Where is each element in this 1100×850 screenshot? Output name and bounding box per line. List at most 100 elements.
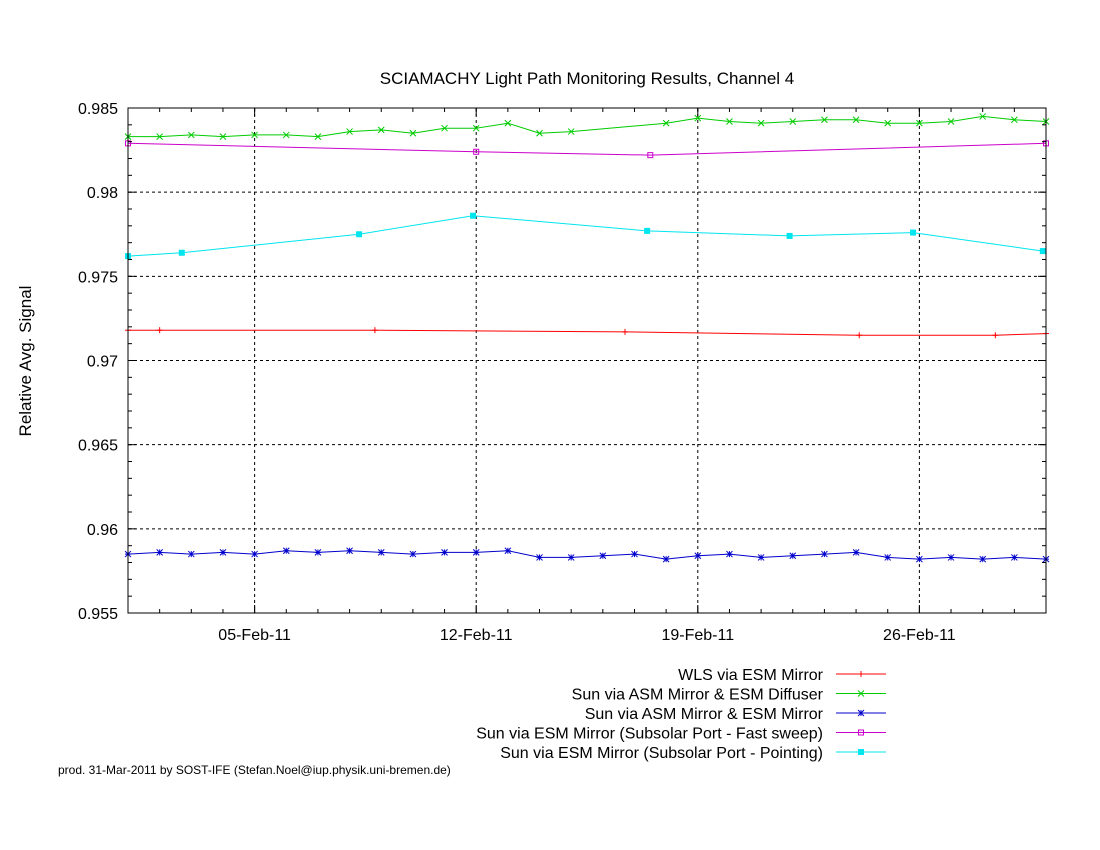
data-point xyxy=(662,555,670,563)
data-point xyxy=(757,119,765,127)
series-line xyxy=(128,115,1047,138)
data-point xyxy=(858,749,864,755)
data-point xyxy=(662,119,670,127)
data-point xyxy=(156,327,163,334)
data-point xyxy=(857,709,865,717)
data-point xyxy=(567,554,575,561)
data-point xyxy=(346,547,353,555)
data-point xyxy=(371,327,378,334)
legend-label: Sun via ESM Mirror (Subsolar Port - Poin… xyxy=(500,745,823,762)
data-point xyxy=(472,549,480,556)
legend-label: Sun via ESM Mirror (Subsolar Port - Fast… xyxy=(476,726,823,743)
data-point xyxy=(282,547,290,555)
legend: WLS via ESM Mirror Sun via ASM Mirror & E… xyxy=(476,667,886,762)
data-point xyxy=(377,126,385,134)
data-point xyxy=(599,552,607,560)
series-3 xyxy=(124,547,1050,563)
data-point xyxy=(910,229,917,236)
data-point xyxy=(621,328,628,335)
production-footer: prod. 31-Mar-2011 by SOST-IFE (Stefan.No… xyxy=(58,763,451,777)
data-point xyxy=(282,131,290,139)
series-2 xyxy=(124,113,1050,140)
y-axis-label: Relative Avg. Signal xyxy=(16,286,35,437)
data-point xyxy=(314,133,322,140)
data-point xyxy=(377,549,385,556)
series-5 xyxy=(125,212,1046,260)
data-point xyxy=(441,549,448,556)
data-point xyxy=(156,549,164,556)
y-tick-label: 0.985 xyxy=(78,101,118,118)
data-point xyxy=(567,128,575,135)
y-tick-label: 0.975 xyxy=(78,269,118,286)
data-point xyxy=(644,227,651,234)
data-point xyxy=(979,113,987,120)
data-point xyxy=(409,129,417,137)
data-point xyxy=(314,549,322,556)
x-tick-label: 26-Feb-11 xyxy=(883,627,956,644)
data-point xyxy=(187,550,195,558)
y-tick-label: 0.965 xyxy=(78,438,118,455)
series-line xyxy=(127,215,1043,257)
data-point xyxy=(694,552,702,560)
series-4 xyxy=(125,140,1049,159)
data-point xyxy=(856,332,863,339)
series-1 xyxy=(125,327,1049,339)
data-point xyxy=(470,212,477,219)
y-tick-label: 0.955 xyxy=(78,606,118,623)
legend-label: Sun via ASM Mirror & ESM Diffuser xyxy=(572,687,824,704)
data-point xyxy=(757,554,765,561)
data-point xyxy=(504,547,512,555)
data-point xyxy=(219,133,227,140)
data-point xyxy=(346,128,353,135)
data-point xyxy=(821,116,828,124)
data-point xyxy=(536,129,543,137)
x-tick-label: 19-Feb-11 xyxy=(661,627,734,644)
data-point xyxy=(251,131,258,139)
data-point xyxy=(821,550,828,558)
data-point xyxy=(472,124,480,132)
data-point xyxy=(251,550,258,558)
data-point xyxy=(156,133,164,140)
data-point xyxy=(504,119,512,127)
data-point xyxy=(884,119,892,127)
axis-ticks: 0.955 0.96 0.965 0.97 0.975 0.98 0.985 05-Feb-1… xyxy=(78,101,1047,644)
data-point xyxy=(1010,554,1018,561)
data-point xyxy=(473,148,480,155)
data-point xyxy=(356,231,363,238)
data-point xyxy=(441,124,448,132)
data-point xyxy=(947,118,955,125)
y-tick-label: 0.96 xyxy=(87,522,118,539)
data-point xyxy=(858,671,864,677)
data-point xyxy=(1010,116,1018,124)
data-point xyxy=(884,554,892,561)
data-point xyxy=(979,555,987,563)
data-point xyxy=(916,119,923,127)
data-point xyxy=(631,550,638,558)
series-line xyxy=(128,329,1047,336)
data-point xyxy=(726,550,733,558)
grid-lines xyxy=(128,108,1046,613)
chart-title: SCIAMACHY Light Path Monitoring Results,… xyxy=(380,69,795,88)
series-line xyxy=(127,142,1047,156)
data-point xyxy=(647,152,654,159)
data-point xyxy=(726,118,733,125)
data-point xyxy=(536,554,543,561)
data-point xyxy=(409,550,417,558)
y-tick-label: 0.97 xyxy=(87,354,118,371)
data-point xyxy=(858,729,864,736)
data-point xyxy=(1039,248,1046,255)
data-point xyxy=(947,554,955,561)
data-point xyxy=(786,232,793,239)
data-point xyxy=(789,118,797,125)
data-point xyxy=(694,114,702,122)
y-tick-label: 0.98 xyxy=(87,185,118,202)
data-point xyxy=(916,555,923,563)
data-point xyxy=(857,690,865,697)
data-point xyxy=(187,131,195,139)
data-point xyxy=(789,552,797,560)
plot-series xyxy=(124,113,1050,563)
legend-label: Sun via ASM Mirror & ESM Mirror xyxy=(585,706,824,723)
data-point xyxy=(852,549,860,556)
series-line xyxy=(127,550,1047,560)
data-point xyxy=(178,249,185,256)
